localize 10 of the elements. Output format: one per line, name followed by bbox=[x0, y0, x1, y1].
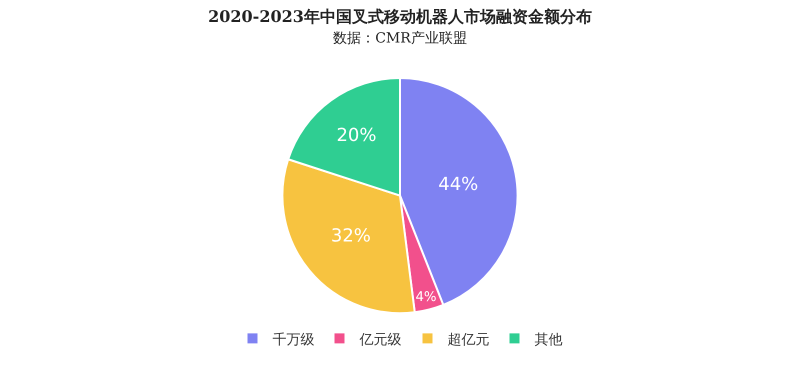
legend-label: 其他 bbox=[534, 332, 562, 348]
legend-label: 千万级 bbox=[272, 332, 314, 348]
data-label: 20% bbox=[336, 125, 376, 146]
chart-title: 2020-2023年中国叉式移动机器人市场融资金额分布 bbox=[208, 6, 592, 26]
data-label: 4% bbox=[415, 290, 437, 305]
legend-label: 亿元级 bbox=[358, 332, 402, 348]
data-label: 44% bbox=[438, 174, 478, 195]
data-label: 32% bbox=[330, 226, 371, 247]
chart-subtitle: 数据：CMR产业联盟 bbox=[333, 30, 467, 47]
legend-label: 超亿元 bbox=[448, 332, 490, 348]
